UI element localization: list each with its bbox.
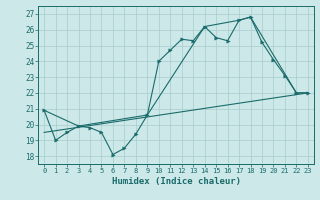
X-axis label: Humidex (Indice chaleur): Humidex (Indice chaleur) <box>111 177 241 186</box>
